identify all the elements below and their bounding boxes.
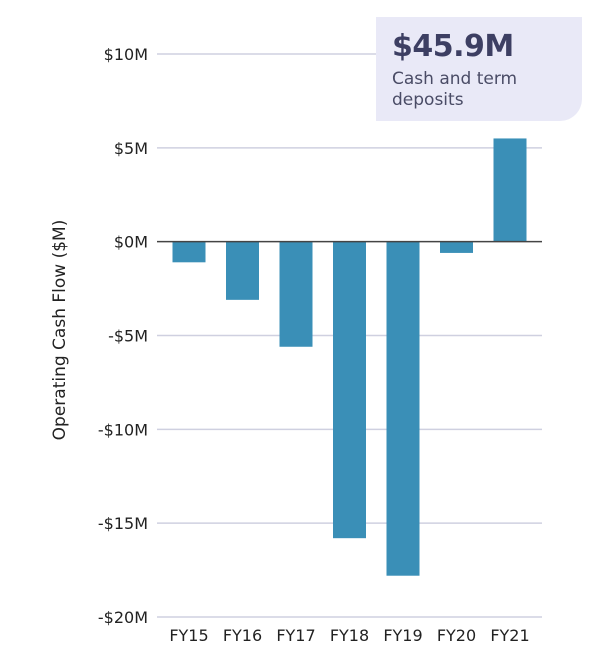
- y-axis-label: Operating Cash Flow ($M): [50, 220, 70, 441]
- cash-label: Cash and term deposits: [392, 69, 518, 110]
- x-tick-label: FY20: [437, 626, 476, 645]
- y-tick-label: $10M: [104, 45, 148, 64]
- bar-fy18: [333, 241, 366, 539]
- bar-fy17: [279, 241, 313, 347]
- bar-fy16: [226, 241, 259, 300]
- bar-fy19: [386, 241, 420, 576]
- cash-value: $45.9M: [392, 29, 514, 64]
- bar-fy15: [172, 241, 206, 263]
- x-tick-label: FY19: [383, 626, 422, 645]
- x-tick-label: FY18: [330, 626, 369, 645]
- y-tick-label: -$10M: [98, 420, 148, 439]
- y-tick-label: -$5M: [108, 327, 148, 346]
- y-tick-label: $5M: [114, 139, 148, 158]
- bar-fy20: [440, 241, 473, 253]
- x-axis-tick-labels: FY15 FY16 FY17 FY18 FY19 FY20 FY21: [169, 626, 529, 645]
- y-tick-label: $0M: [114, 233, 148, 252]
- x-tick-label: FY17: [276, 626, 315, 645]
- cash-callout: $45.9M Cash and term deposits: [376, 17, 582, 121]
- bar-fy21: [493, 138, 527, 242]
- y-axis-tick-labels: $10M $5M $0M -$5M -$10M -$15M -$20M: [98, 45, 148, 627]
- x-tick-label: FY16: [223, 626, 262, 645]
- bars: [172, 138, 527, 576]
- x-tick-label: FY21: [490, 626, 529, 645]
- y-tick-label: -$20M: [98, 608, 148, 627]
- y-tick-label: -$15M: [98, 514, 148, 533]
- x-tick-label: FY15: [169, 626, 208, 645]
